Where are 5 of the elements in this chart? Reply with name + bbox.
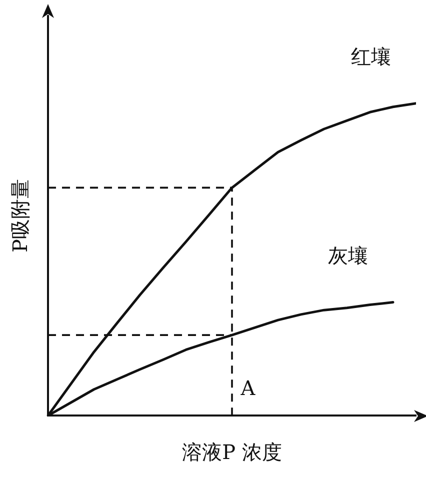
y-axis-title: P吸附量 bbox=[8, 179, 32, 253]
series-label: 灰壤 bbox=[328, 243, 368, 268]
annotation: A bbox=[240, 376, 256, 400]
series-label: 红壤 bbox=[351, 44, 391, 69]
x-axis-title: 溶液P 浓度 bbox=[182, 440, 282, 464]
